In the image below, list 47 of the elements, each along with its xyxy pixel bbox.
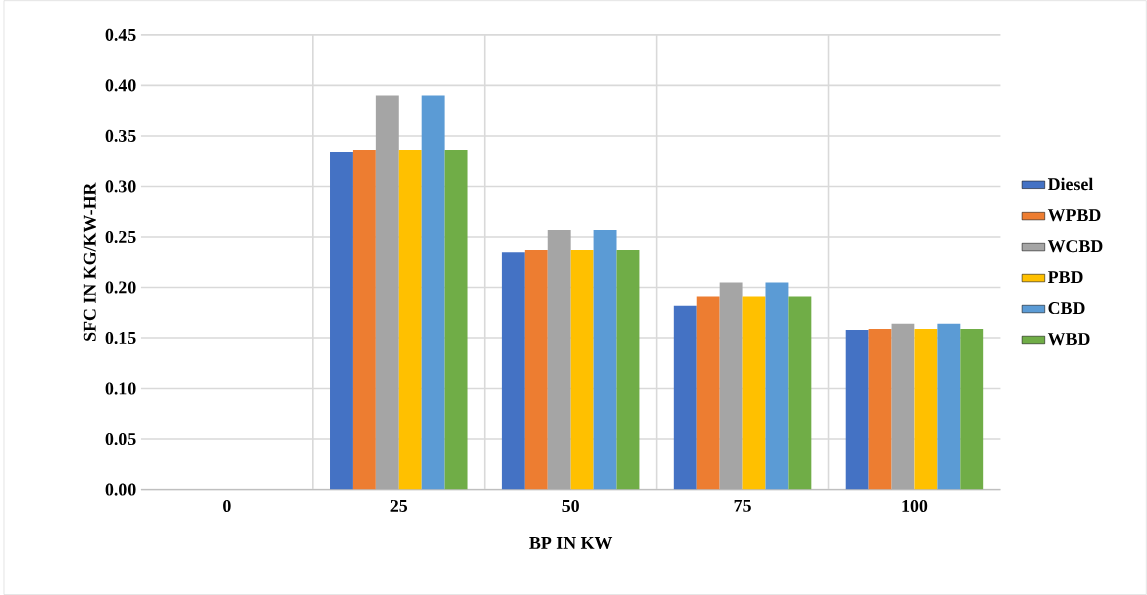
- y-tick-label: 0.15: [105, 331, 136, 344]
- x-axis-title: BP IN KW: [529, 536, 613, 549]
- x-tick-label: 25: [390, 499, 408, 512]
- bar: [845, 329, 869, 490]
- legend-label: WPBD: [1047, 209, 1101, 222]
- legend-label: Diesel: [1047, 177, 1094, 191]
- bar: [330, 151, 353, 490]
- bar: [501, 252, 525, 490]
- bar: [891, 323, 915, 490]
- y-tick-label: 0.40: [105, 79, 136, 92]
- x-tick-label: 75: [734, 499, 751, 512]
- legend-label: CBD: [1048, 301, 1085, 314]
- bar: [616, 249, 640, 490]
- bar: [547, 229, 571, 490]
- legend-label: WCBD: [1047, 240, 1103, 253]
- bar: [868, 328, 892, 490]
- bar: [788, 296, 812, 490]
- bar: [444, 149, 468, 490]
- x-tick-label: 0: [223, 499, 231, 512]
- bar: [960, 328, 984, 490]
- y-tick-label: 0.25: [105, 230, 136, 243]
- bar: [696, 296, 720, 490]
- bar: [673, 305, 697, 490]
- y-tick-label: 0.05: [105, 432, 136, 445]
- legend-label: WBD: [1047, 333, 1090, 345]
- legend-label: PBD: [1047, 271, 1083, 283]
- y-tick-label: 0.20: [105, 281, 136, 294]
- bar: [765, 282, 789, 490]
- x-tick-label: 50: [562, 499, 579, 512]
- bar: [742, 296, 766, 490]
- bar: [914, 328, 938, 490]
- bar: [593, 229, 617, 490]
- y-tick-label: 0.00: [105, 483, 136, 496]
- bar: [937, 323, 961, 490]
- y-tick-label: 0.30: [105, 180, 136, 193]
- bar: [421, 95, 445, 490]
- bar: [524, 249, 548, 490]
- y-tick-label: 0.45: [105, 28, 136, 41]
- bar: [570, 249, 594, 490]
- y-axis-title: SFC IN KG/KW-HR: [83, 182, 96, 341]
- bar: [375, 95, 399, 490]
- bar: [719, 282, 743, 490]
- x-tick-label: 100: [902, 499, 928, 512]
- bar: [352, 149, 376, 490]
- y-tick-label: 0.35: [105, 129, 136, 142]
- bar: [398, 149, 422, 490]
- y-tick-label: 0.10: [105, 382, 136, 395]
